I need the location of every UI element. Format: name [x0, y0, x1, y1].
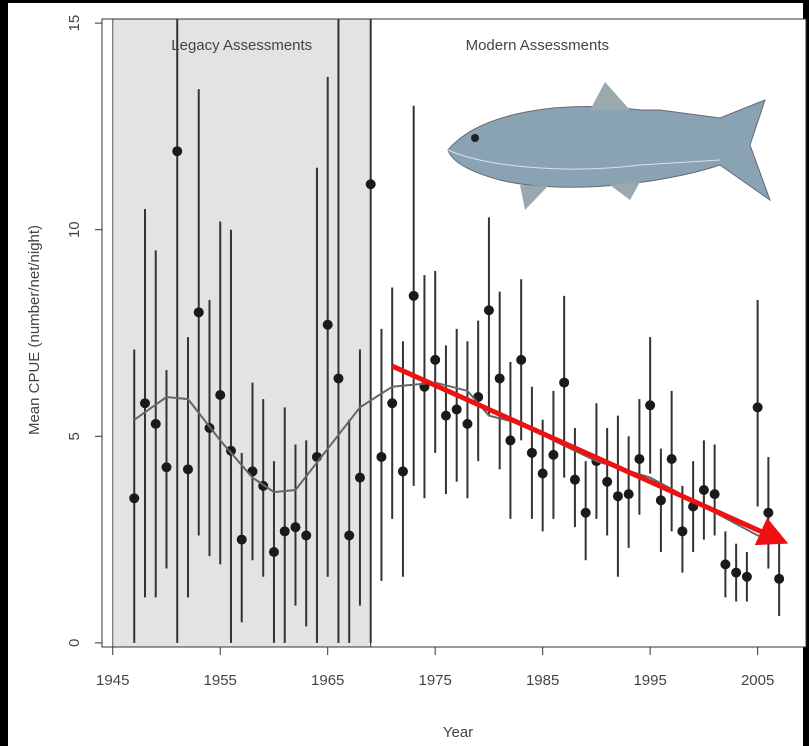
point: [301, 530, 312, 541]
point: [709, 489, 720, 500]
x-tick-label: 1985: [526, 672, 559, 689]
point: [612, 491, 623, 502]
point: [150, 418, 161, 429]
point: [172, 146, 183, 157]
x-tick-label: 1945: [96, 672, 129, 689]
point: [376, 451, 387, 462]
smooth-line: [133, 381, 780, 541]
point: [290, 522, 301, 533]
point: [354, 472, 365, 483]
point: [655, 495, 666, 506]
point: [720, 559, 731, 570]
point: [215, 389, 226, 400]
x-axis-title: Year: [443, 724, 473, 741]
point: [698, 485, 709, 495]
x-tick-label: 1965: [311, 672, 344, 689]
point: [440, 410, 451, 421]
y-tick-label: 10: [66, 221, 83, 238]
point: [494, 373, 505, 384]
y-tick-label: 5: [66, 432, 83, 440]
x-tick-label: 1995: [633, 672, 666, 689]
point: [602, 476, 613, 487]
point: [580, 507, 591, 518]
y-axis-title: Mean CPUE (number/net/night): [26, 225, 43, 435]
point: [774, 573, 785, 584]
point: [129, 493, 140, 504]
point: [731, 567, 742, 578]
point: [559, 377, 570, 388]
point: [516, 354, 527, 365]
point: [365, 179, 376, 190]
point: [677, 526, 688, 537]
point: [451, 404, 462, 415]
trend-arrow: [391, 363, 789, 546]
point: [526, 447, 537, 458]
region-label: Legacy Assessments: [171, 37, 312, 54]
point: [322, 319, 333, 330]
point: [225, 445, 236, 456]
point: [645, 400, 656, 411]
x-tick-label: 1955: [204, 672, 237, 689]
point: [139, 398, 150, 409]
plot-frame: [101, 18, 807, 648]
point: [182, 464, 193, 475]
point: [537, 468, 548, 479]
point: [741, 571, 752, 582]
point: [161, 462, 172, 473]
point: [387, 398, 398, 409]
point: [279, 526, 290, 537]
point: [752, 402, 763, 413]
point: [333, 373, 344, 384]
x-tick-label: 1975: [419, 672, 452, 689]
y-tick-label: 0: [66, 639, 83, 647]
data-layer: [112, 19, 806, 647]
point: [634, 454, 645, 465]
point: [666, 454, 677, 465]
point: [408, 290, 419, 301]
region-label: Modern Assessments: [466, 37, 609, 54]
point: [344, 530, 355, 541]
point: [430, 354, 441, 365]
point: [623, 489, 634, 500]
point: [236, 534, 247, 545]
point: [268, 546, 279, 557]
y-tick-label: 15: [66, 15, 83, 32]
point: [763, 507, 774, 518]
plot-area: [112, 19, 806, 647]
point: [462, 418, 473, 429]
point: [569, 474, 580, 485]
x-tick-label: 2005: [741, 672, 774, 689]
point: [193, 307, 204, 318]
point: [483, 305, 494, 316]
point: [397, 466, 408, 477]
point: [548, 449, 559, 460]
point: [505, 435, 516, 446]
fish-illustration: [447, 82, 772, 210]
